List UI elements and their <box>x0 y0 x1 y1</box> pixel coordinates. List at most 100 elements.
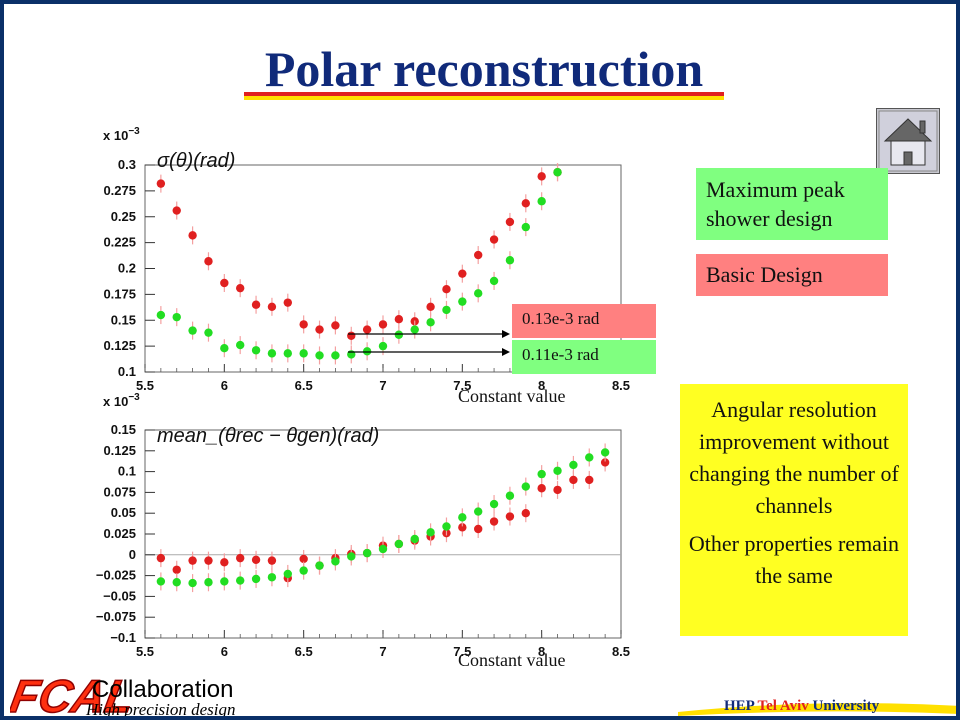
x-tick-label: 8 <box>538 644 545 659</box>
university-banner: HEP Tel Aviv University <box>678 696 956 716</box>
fcal-logo: FCAL <box>6 670 139 716</box>
green-data-point <box>267 349 277 358</box>
y-tick-label: 0.175 <box>103 286 136 301</box>
green-data-point <box>188 326 197 335</box>
green-data-point <box>553 168 562 177</box>
x-tick-label: 7.5 <box>453 644 471 659</box>
x-tick-label: 7 <box>379 644 386 659</box>
red-data-point <box>489 235 499 244</box>
red-data-point <box>267 556 277 565</box>
home-button[interactable] <box>876 108 940 174</box>
green-data-point <box>188 578 197 588</box>
green-data-point <box>521 222 530 232</box>
x-tick-label: 8 <box>538 378 545 393</box>
green-data-point <box>331 351 340 360</box>
green-data-point <box>299 349 308 358</box>
axis-multiplier-exponent: −3 <box>128 392 140 403</box>
green-data-point <box>394 330 404 339</box>
x-tick-label: 6 <box>221 644 228 659</box>
green-data-point <box>442 305 451 315</box>
green-data-point <box>426 318 435 327</box>
green-data-point <box>204 328 213 337</box>
y-tick-label: 0.1 <box>118 364 136 379</box>
arrow-head-red <box>502 330 510 338</box>
red-data-point <box>156 179 166 188</box>
annotation-arrows <box>348 330 510 356</box>
red-data-point <box>505 217 515 227</box>
red-data-point <box>347 331 356 340</box>
green-data-point <box>172 578 181 587</box>
x-tick-label: 6 <box>221 378 228 393</box>
summary-box: Angular resolution improvement without c… <box>680 384 908 636</box>
title-underline-red <box>244 92 724 96</box>
y-tick-label: −0.025 <box>96 568 136 583</box>
green-data-point <box>410 534 419 544</box>
green-data-point <box>458 297 467 306</box>
red-data-point <box>585 475 594 485</box>
red-data-point <box>553 485 562 495</box>
green-data-point <box>489 499 499 509</box>
red-value-tag: 0.13e-3 rad <box>512 304 656 338</box>
mean-theta-chart: 5.5 6 6.5 7 7.5 8 8.5 −0.1 −0.075 −0.05 −0.025 0 0.0… <box>96 392 630 659</box>
y-tick-label: 0.275 <box>103 183 136 198</box>
red-data-point <box>299 320 308 329</box>
red-data-point <box>521 509 530 518</box>
collaboration-label: Collaboration <box>92 676 234 703</box>
x-tick-label: 5.5 <box>136 644 154 659</box>
uni-university: University <box>812 698 880 714</box>
constant-value-label-bottom: Constant value <box>458 650 566 670</box>
axis-multiplier: x 10−3 <box>103 126 140 143</box>
green-data-point <box>442 522 451 531</box>
y-tick-label: 0.125 <box>103 443 136 458</box>
red-data-point <box>251 555 261 564</box>
high-precision-label: High precision design <box>86 700 236 719</box>
green-data-point <box>236 340 245 350</box>
title-underline-yellow <box>244 96 724 100</box>
green-data-point <box>299 566 308 575</box>
red-data-point <box>156 553 166 563</box>
green-data-point <box>553 466 562 475</box>
red-data-point <box>172 206 181 215</box>
x-tick-label: 5.5 <box>136 378 154 393</box>
red-data-point <box>251 300 261 309</box>
green-data-point <box>204 578 213 587</box>
green-data-point <box>394 539 404 549</box>
green-data-point <box>458 513 467 522</box>
y-tick-label: −0.075 <box>96 609 136 624</box>
legend-red-box: Basic Design <box>696 254 888 296</box>
plot-frame <box>144 429 622 639</box>
y-tick-label: 0 <box>129 547 136 562</box>
red-data-point <box>204 257 213 266</box>
green-data-point <box>362 347 372 356</box>
red-data-point <box>569 475 578 485</box>
green-data-point <box>283 349 292 358</box>
red-data-point <box>188 556 197 565</box>
page-title: Polar reconstruction <box>264 41 704 97</box>
red-data-point <box>236 283 245 293</box>
green-data-point <box>521 482 530 491</box>
red-data-point <box>331 321 340 330</box>
red-data-point <box>220 558 229 567</box>
constant-value-label-top: Constant value <box>458 386 566 406</box>
green-data-point <box>283 569 292 579</box>
green-data-point <box>236 576 245 585</box>
y-tick-label: 0.15 <box>111 422 136 437</box>
green-data-point <box>267 573 277 582</box>
green-data-point <box>362 548 372 558</box>
green-data-point <box>220 577 229 586</box>
green-data-point <box>600 448 610 457</box>
green-data-point <box>156 577 166 586</box>
red-data-point <box>362 325 372 334</box>
red-data-point <box>474 250 483 260</box>
red-data-point <box>537 172 546 181</box>
green-data-point <box>172 312 181 322</box>
green-value-tag: 0.11e-3 rad <box>512 340 656 374</box>
red-data-point <box>236 553 245 563</box>
y-tick-label: 0.25 <box>111 209 136 224</box>
red-data-point <box>426 302 435 311</box>
red-data-point <box>442 285 451 294</box>
axis-multiplier: x 10−3 <box>103 392 140 409</box>
home-icon <box>878 110 938 172</box>
green-data-point <box>489 276 499 286</box>
